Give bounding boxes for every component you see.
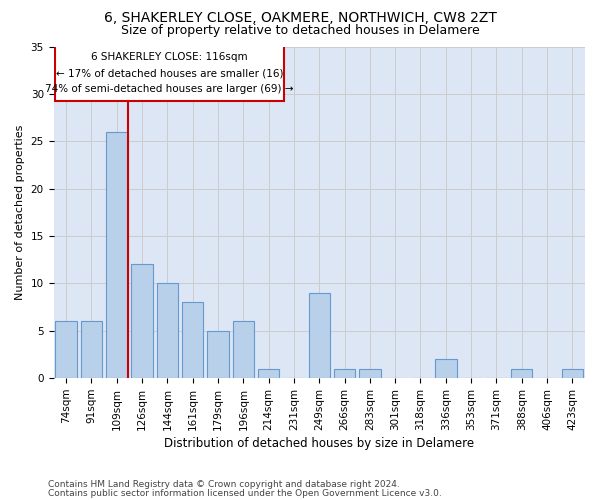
- X-axis label: Distribution of detached houses by size in Delamere: Distribution of detached houses by size …: [164, 437, 475, 450]
- Y-axis label: Number of detached properties: Number of detached properties: [15, 124, 25, 300]
- Bar: [334, 368, 355, 378]
- Bar: [233, 322, 254, 378]
- Text: Size of property relative to detached houses in Delamere: Size of property relative to detached ho…: [121, 24, 479, 37]
- Bar: [562, 368, 583, 378]
- Text: 74% of semi-detached houses are larger (69) →: 74% of semi-detached houses are larger (…: [45, 84, 293, 94]
- FancyBboxPatch shape: [55, 44, 284, 102]
- Bar: [182, 302, 203, 378]
- Bar: [308, 293, 330, 378]
- Bar: [435, 360, 457, 378]
- Text: 6, SHAKERLEY CLOSE, OAKMERE, NORTHWICH, CW8 2ZT: 6, SHAKERLEY CLOSE, OAKMERE, NORTHWICH, …: [104, 11, 496, 25]
- Bar: [258, 368, 280, 378]
- Bar: [511, 368, 532, 378]
- Bar: [207, 331, 229, 378]
- Text: Contains public sector information licensed under the Open Government Licence v3: Contains public sector information licen…: [48, 488, 442, 498]
- Text: Contains HM Land Registry data © Crown copyright and database right 2024.: Contains HM Land Registry data © Crown c…: [48, 480, 400, 489]
- Bar: [106, 132, 128, 378]
- Bar: [131, 264, 153, 378]
- Text: ← 17% of detached houses are smaller (16): ← 17% of detached houses are smaller (16…: [56, 68, 283, 78]
- Bar: [157, 284, 178, 378]
- Bar: [81, 322, 102, 378]
- Bar: [359, 368, 380, 378]
- Bar: [55, 322, 77, 378]
- Text: 6 SHAKERLEY CLOSE: 116sqm: 6 SHAKERLEY CLOSE: 116sqm: [91, 52, 248, 62]
